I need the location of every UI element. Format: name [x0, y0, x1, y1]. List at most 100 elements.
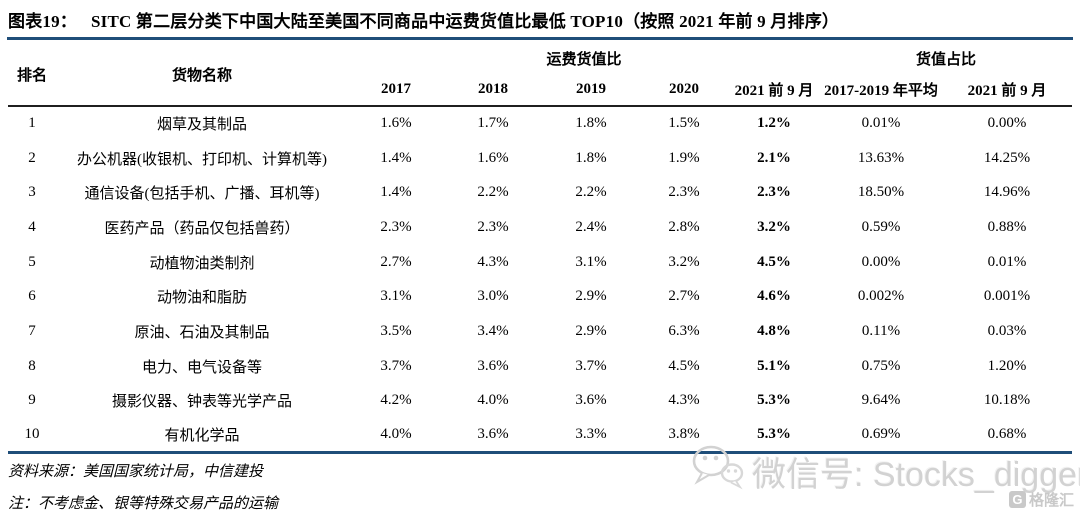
- cell-2019: 2.2%: [575, 184, 607, 201]
- footer-notes: 资料来源：美国国家统计局，中信建投 注：不考虑金、银等特殊交易产品的运输: [8, 462, 1080, 515]
- table-row: 2 办公机器(收银机、打印机、计算机等) 1.4% 1.6% 1.8% 1.9%…: [8, 141, 1072, 176]
- cell-2021-9m: 5.1%: [757, 357, 791, 374]
- cell-2018: 4.0%: [477, 392, 509, 409]
- cell-share-2021-9m: 0.03%: [987, 322, 1027, 339]
- column-header-name: 货物名称: [171, 67, 232, 84]
- cell-2017-2019-avg: 18.50%: [857, 184, 905, 201]
- cell-2019: 3.7%: [575, 357, 607, 374]
- cell-2021-9m: 2.1%: [757, 149, 791, 166]
- table-group-header-row: 排名 货物名称 运费货值比 货值占比: [8, 43, 1072, 84]
- column-header-2021-9m: 2021 前 9 月: [734, 82, 814, 99]
- cell-share-2021-9m: 0.01%: [987, 253, 1027, 270]
- cell-commodity-name: 动物油和脂肪: [156, 290, 247, 307]
- table-row: 5 动植物油类制剂 2.7% 4.3% 3.1% 3.2% 4.5% 0.00%…: [8, 245, 1072, 280]
- source-note: 资料来源：美国国家统计局，中信建投: [8, 464, 264, 481]
- gelonghui-logo-label: 格隆汇: [1028, 492, 1074, 509]
- methodology-note: 注：不考虑金、银等特殊交易产品的运输: [8, 496, 279, 513]
- cell-2021-9m: 1.2%: [757, 115, 791, 132]
- cell-2018: 3.6%: [477, 357, 509, 374]
- table-header: 排名 货物名称 运费货值比 货值占比 2017 2018 2019 2020 2…: [8, 43, 1073, 106]
- table-row: 8 电力、电气设备等 3.7% 3.6% 3.7% 4.5% 5.1% 0.75…: [8, 349, 1072, 384]
- cell-2018: 3.6%: [477, 426, 509, 443]
- cell-rank: 6: [28, 288, 36, 305]
- column-header-2018: 2018: [478, 80, 508, 97]
- figure-title-text: SITC 第二层分类下中国大陆至美国不同商品中运费货值比最低 TOP10（按照 …: [91, 12, 840, 31]
- cell-2017-2019-avg: 13.63%: [857, 149, 905, 166]
- cell-share-2021-9m: 14.25%: [983, 149, 1031, 166]
- cell-2017-2019-avg: 0.11%: [861, 322, 901, 339]
- cell-commodity-name: 动植物油类制剂: [149, 255, 255, 272]
- cell-2017-2019-avg: 0.002%: [857, 288, 905, 305]
- gelonghui-logo: G 格隆汇: [1008, 489, 1074, 510]
- group-header-value-share: 货值占比: [916, 51, 977, 68]
- cell-2021-9m: 4.5%: [757, 253, 791, 270]
- table-row: 6 动物油和脂肪 3.1% 3.0% 2.9% 2.7% 4.6% 0.002%…: [8, 279, 1072, 314]
- cell-2020: 4.3%: [668, 392, 700, 409]
- cell-2019: 3.6%: [575, 392, 607, 409]
- column-header-2017-2019-avg: 2017-2019 年平均: [824, 82, 938, 99]
- cell-share-2021-9m: 14.96%: [983, 184, 1031, 201]
- cell-2017-2019-avg: 0.59%: [861, 218, 901, 235]
- cell-2020: 1.9%: [668, 149, 700, 166]
- cell-2018: 1.6%: [477, 149, 509, 166]
- column-header-2019: 2019: [576, 80, 606, 97]
- column-header-2017: 2017: [381, 80, 411, 97]
- cell-2021-9m: 5.3%: [757, 392, 791, 409]
- group-header-freight-ratio: 运费货值比: [546, 51, 622, 68]
- cell-2019: 2.9%: [575, 322, 607, 339]
- cell-2019: 2.9%: [575, 288, 607, 305]
- cell-rank: 10: [24, 426, 40, 443]
- cell-2021-9m: 3.2%: [757, 218, 791, 235]
- column-header-rank: 排名: [16, 67, 47, 84]
- table-row: 1 烟草及其制品 1.6% 1.7% 1.8% 1.5% 1.2% 0.01% …: [8, 106, 1072, 141]
- cell-2017-2019-avg: 0.69%: [861, 426, 901, 443]
- cell-rank: 7: [28, 322, 36, 339]
- cell-commodity-name: 通信设备(包括手机、广播、耳机等): [84, 186, 320, 203]
- cell-2017: 3.5%: [380, 322, 412, 339]
- cell-2017-2019-avg: 0.01%: [861, 115, 901, 132]
- cell-share-2021-9m: 0.001%: [983, 288, 1031, 305]
- cell-2020: 4.5%: [668, 357, 700, 374]
- cell-rank: 3: [28, 184, 36, 201]
- cell-2018: 2.3%: [477, 218, 509, 235]
- cell-2017-2019-avg: 0.00%: [861, 253, 901, 270]
- cell-2017: 1.6%: [380, 115, 412, 132]
- title-divider: [7, 37, 1073, 40]
- cell-share-2021-9m: 0.00%: [987, 115, 1027, 132]
- table-body: 1 烟草及其制品 1.6% 1.7% 1.8% 1.5% 1.2% 0.01% …: [8, 106, 1073, 453]
- cell-2018: 3.4%: [477, 322, 509, 339]
- cell-2017: 3.7%: [380, 357, 412, 374]
- freight-value-ratio-table: 排名 货物名称 运费货值比 货值占比 2017 2018 2019 2020 2…: [8, 43, 1073, 454]
- cell-commodity-name: 医药产品（药品仅包括兽药）: [104, 220, 300, 237]
- cell-2019: 3.3%: [575, 426, 607, 443]
- figure-label: 图表19：: [8, 12, 77, 31]
- cell-2017-2019-avg: 9.64%: [861, 392, 901, 409]
- cell-2018: 3.0%: [477, 288, 509, 305]
- cell-rank: 1: [28, 115, 36, 132]
- cell-2020: 2.3%: [668, 184, 700, 201]
- column-header-share-2021-9m: 2021 前 9 月: [967, 82, 1047, 99]
- cell-rank: 9: [28, 392, 36, 409]
- cell-share-2021-9m: 1.20%: [987, 357, 1027, 374]
- cell-2021-9m: 5.3%: [757, 426, 791, 443]
- cell-2017: 4.2%: [380, 392, 412, 409]
- cell-commodity-name: 原油、石油及其制品: [134, 324, 270, 341]
- cell-commodity-name: 摄影仪器、钟表等光学产品: [111, 394, 292, 411]
- cell-2017: 1.4%: [380, 184, 412, 201]
- cell-2020: 3.2%: [668, 253, 700, 270]
- cell-2017: 1.4%: [380, 149, 412, 166]
- cell-commodity-name: 办公机器(收银机、打印机、计算机等): [77, 151, 327, 168]
- cell-share-2021-9m: 0.68%: [987, 426, 1027, 443]
- cell-2020: 1.5%: [668, 115, 700, 132]
- page-title: 图表19： SITC 第二层分类下中国大陆至美国不同商品中运费货值比最低 TOP1…: [0, 0, 1080, 36]
- cell-rank: 5: [28, 253, 36, 270]
- cell-commodity-name: 有机化学品: [164, 428, 240, 445]
- cell-2017: 2.3%: [380, 218, 412, 235]
- cell-2020: 2.7%: [668, 288, 700, 305]
- cell-2021-9m: 4.6%: [757, 288, 791, 305]
- cell-2017-2019-avg: 0.75%: [861, 357, 901, 374]
- cell-2021-9m: 2.3%: [757, 184, 791, 201]
- table-row: 4 医药产品（药品仅包括兽药） 2.3% 2.3% 2.4% 2.8% 3.2%…: [8, 210, 1072, 245]
- cell-2017: 4.0%: [380, 426, 412, 443]
- cell-2018: 1.7%: [477, 115, 509, 132]
